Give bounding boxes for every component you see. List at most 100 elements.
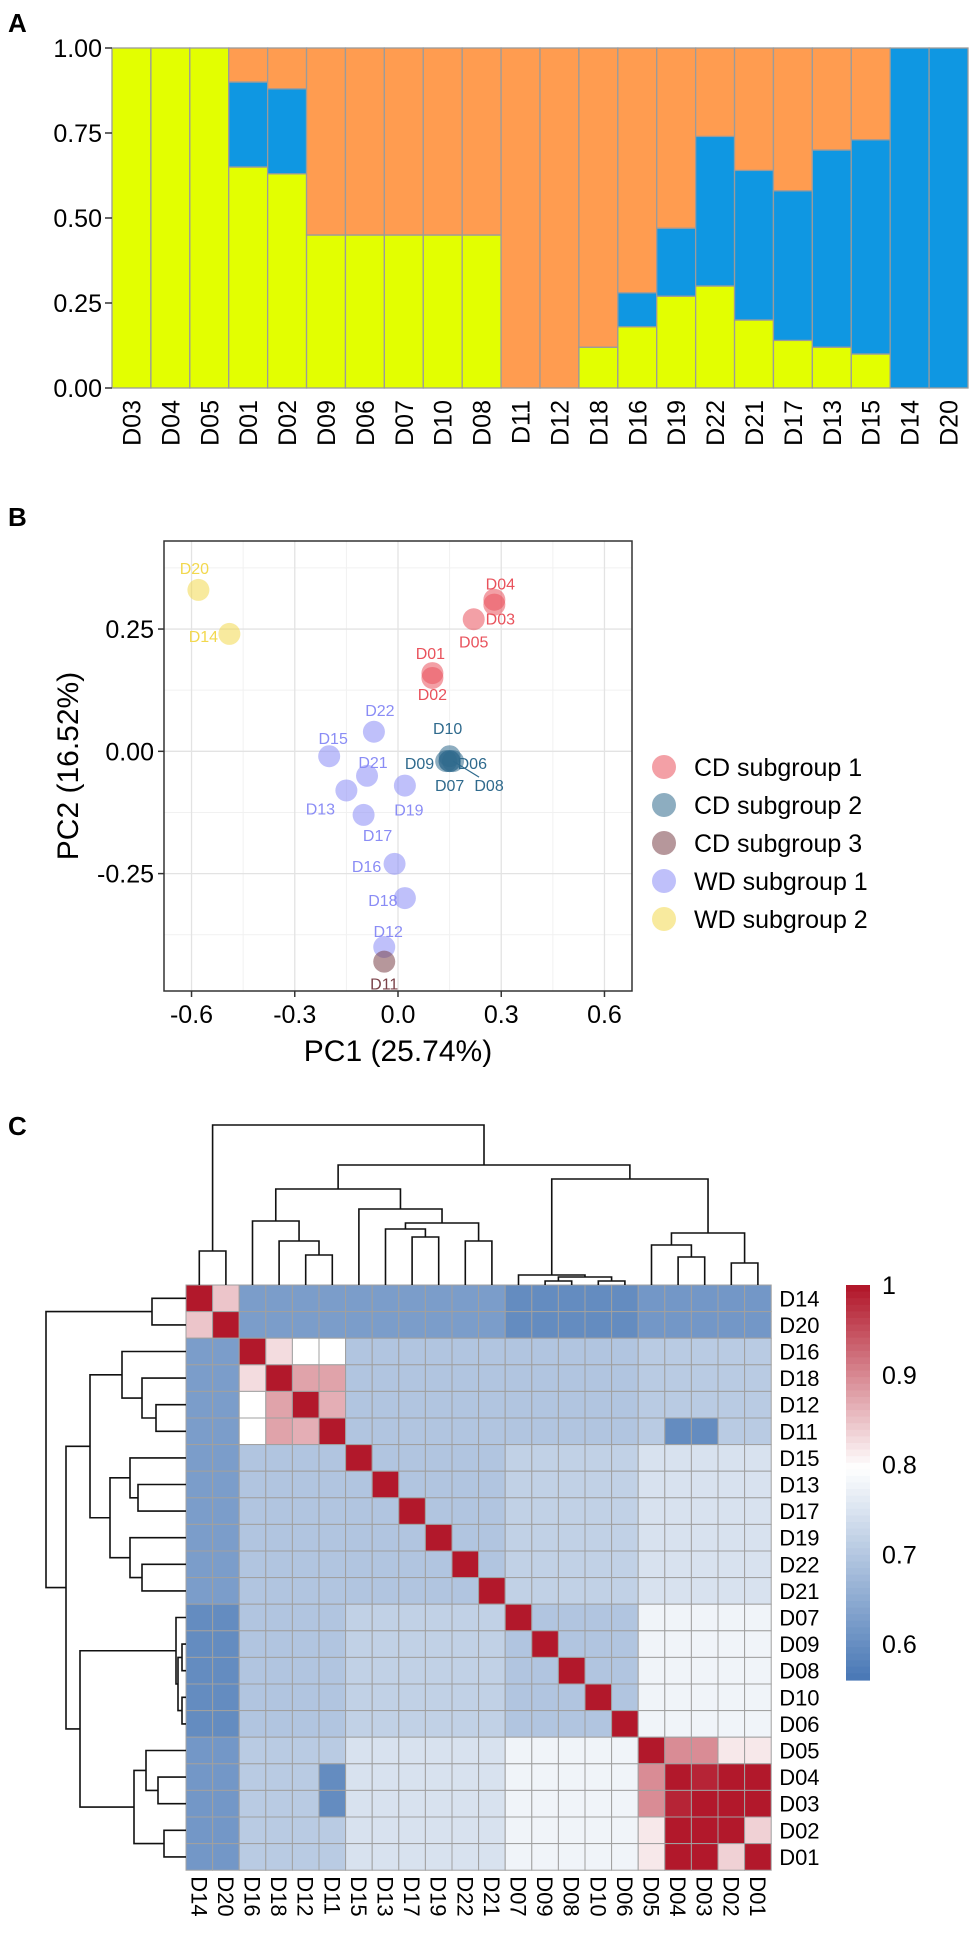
heatmap-cell: [584, 1497, 613, 1525]
heatmap-cell: [531, 1763, 559, 1791]
y-axis-title: PC2 (16.52%): [52, 672, 85, 860]
heatmap-cell: [557, 1843, 586, 1871]
heatmap-cell: [584, 1843, 613, 1871]
heatmap-cell: [584, 1390, 613, 1419]
heatmap-cell: [451, 1603, 480, 1632]
heatmap-cell: [424, 1683, 453, 1712]
heatmap-cell: [398, 1683, 426, 1712]
heatmap-cell: [531, 1843, 559, 1871]
heatmap-cell: [744, 1523, 772, 1552]
colorbar-step: [846, 1449, 870, 1457]
heatmap-cell: [478, 1311, 506, 1339]
x-tick-label: D13: [819, 400, 847, 446]
point-label: D20: [180, 561, 209, 578]
heatmap-cell: [212, 1736, 240, 1765]
heatmap-cell: [238, 1311, 267, 1339]
heatmap-cell: [238, 1417, 267, 1446]
colorbar-step: [846, 1640, 870, 1648]
heatmap-cell: [478, 1630, 506, 1658]
heatmap-cell: [318, 1311, 347, 1339]
colorbar-step: [846, 1614, 870, 1622]
heatmap-cell: [424, 1284, 453, 1313]
heatmap-cell: [611, 1683, 639, 1712]
heatmap-cell: [398, 1444, 426, 1472]
colorbar-step: [846, 1660, 870, 1668]
y-tick-label: 1.00: [53, 35, 102, 63]
x-tick-label: D01: [235, 400, 263, 446]
heatmap-cell: [345, 1523, 373, 1552]
heatmap-cell: [611, 1656, 639, 1685]
point-label: D13: [306, 801, 335, 818]
heatmap-cell: [584, 1710, 613, 1738]
heatmap-cell: [557, 1417, 586, 1446]
heatmap-cell: [504, 1603, 533, 1632]
col-label: D07: [506, 1876, 531, 1916]
heatmap-cell: [291, 1444, 320, 1472]
heatmap-cell: [637, 1523, 666, 1552]
bar-yellow-D19: [656, 295, 697, 389]
row-label: D14: [779, 1286, 819, 1311]
heatmap-cell: [584, 1789, 613, 1818]
heatmap-cell: [185, 1603, 214, 1632]
heatmap-cell: [398, 1470, 426, 1499]
heatmap-cell: [664, 1284, 692, 1313]
heatmap-cell: [584, 1444, 613, 1472]
x-tick-label: D19: [663, 400, 691, 446]
heatmap-cell: [291, 1417, 320, 1446]
col-label: D14: [186, 1876, 211, 1916]
heatmap-cell: [637, 1736, 666, 1765]
heatmap-cell: [717, 1550, 746, 1579]
x-tick-label: D22: [702, 400, 730, 446]
heatmap-cell: [611, 1523, 639, 1552]
bar-orange-D21: [733, 47, 775, 172]
heatmap-cell: [238, 1683, 267, 1712]
bar-yellow-D10: [422, 234, 463, 389]
row-label: D07: [779, 1606, 819, 1631]
heatmap-cell: [345, 1497, 373, 1525]
heatmap-cell: [238, 1390, 267, 1419]
heatmap-cell: [717, 1470, 746, 1499]
bar-blue-D21: [733, 169, 775, 321]
heatmap-cell: [185, 1470, 214, 1499]
heatmap-cell: [664, 1816, 692, 1845]
heatmap-cell: [371, 1843, 400, 1871]
heatmap-cell: [185, 1816, 214, 1845]
y-tick-label: 0.25: [53, 290, 102, 318]
colorbar-step: [846, 1587, 870, 1596]
heatmap-cell: [238, 1337, 267, 1366]
heatmap-cell: [318, 1577, 347, 1605]
heatmap-cell: [504, 1843, 533, 1871]
heatmap-cell: [398, 1577, 426, 1605]
bar-blue-D02: [266, 88, 308, 175]
bar-orange-D01: [228, 47, 269, 83]
heatmap-cell: [664, 1763, 692, 1791]
heatmap-cell: [611, 1284, 639, 1313]
heatmap-cell: [212, 1789, 240, 1818]
heatmap-cell: [451, 1497, 480, 1525]
heatmap-cell: [451, 1816, 480, 1845]
row-label: D04: [779, 1765, 819, 1790]
row-dendrogram-branch: [133, 1769, 164, 1845]
heatmap-cell: [531, 1523, 559, 1552]
row-dendrogram-branch: [155, 1403, 186, 1433]
colorbar-step: [846, 1344, 870, 1352]
col-label: D15: [346, 1876, 371, 1916]
row-dendrogram-branch: [121, 1350, 186, 1399]
heatmap-cell: [291, 1577, 320, 1605]
x-tick-label: 0.3: [484, 1001, 519, 1029]
heatmap-cell: [451, 1417, 480, 1446]
heatmap-cell: [690, 1656, 719, 1685]
colorbar-step: [846, 1528, 870, 1536]
heatmap-cell: [451, 1337, 480, 1366]
heatmap-cell: [557, 1444, 586, 1472]
legend-label: CD subgroup 1: [694, 754, 862, 782]
heatmap-cell: [212, 1763, 240, 1791]
heatmap-cell: [717, 1843, 746, 1871]
point-D19: [393, 774, 416, 797]
heatmap-cell: [637, 1470, 666, 1499]
heatmap-cell: [744, 1470, 772, 1499]
heatmap-cell: [611, 1390, 639, 1419]
heatmap-cell: [371, 1390, 400, 1419]
heatmap-cell: [637, 1497, 666, 1525]
heatmap-cell: [637, 1444, 666, 1472]
